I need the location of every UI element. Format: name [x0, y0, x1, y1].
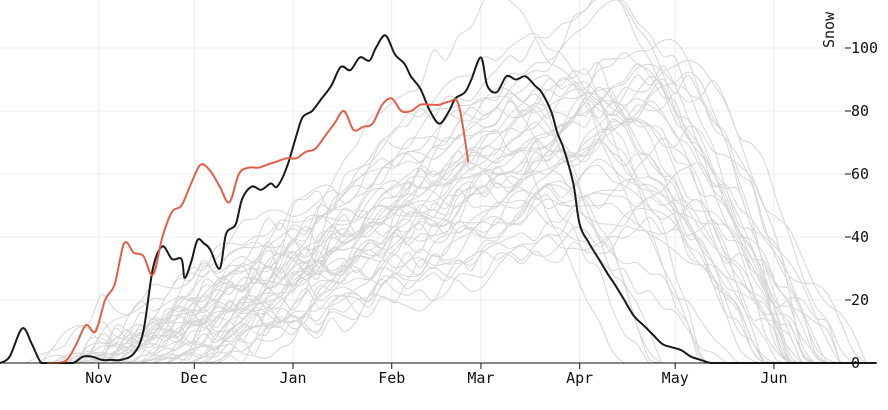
highlight-season-line — [0, 34, 877, 365]
historical-season-line — [0, 138, 867, 364]
x-tick-label: May — [662, 369, 689, 387]
y-tick-label: 100 — [851, 39, 878, 57]
historical-season-line — [0, 80, 867, 364]
x-tick-label: Mar — [467, 369, 494, 387]
y-tick-label: 0 — [851, 354, 860, 372]
historical-season-line — [0, 67, 867, 364]
historical-season-line — [0, 190, 867, 364]
highlight-series-group — [0, 34, 877, 365]
y-axis-ticks: 0 20 40 60 80 100 — [845, 39, 878, 372]
historical-season-line — [0, 92, 867, 364]
x-tick-label: Nov — [85, 369, 112, 387]
x-tick-label: Dec — [181, 369, 208, 387]
y-tick-label: 60 — [851, 165, 869, 183]
y-axis-title: Snow — [820, 11, 838, 48]
historical-season-line — [0, 198, 867, 364]
y-tick-label: 20 — [851, 291, 869, 309]
historical-season-line — [0, 52, 867, 364]
x-tick-label: Jan — [279, 369, 306, 387]
y-tick-label: 80 — [851, 102, 869, 120]
x-tick-label: Jun — [760, 369, 787, 387]
historical-season-line — [0, 65, 867, 364]
historical-season-line — [0, 0, 867, 364]
x-axis-ticks: Nov Dec Jan Feb Mar Apr May Jun — [85, 363, 788, 387]
historical-season-line — [0, 61, 867, 364]
historical-season-line — [0, 63, 867, 364]
x-tick-label: Apr — [566, 369, 593, 387]
y-tick-label: 40 — [851, 228, 869, 246]
historical-season-line — [0, 32, 867, 364]
current-season-line — [46, 97, 470, 365]
historical-season-line — [0, 186, 867, 364]
historical-season-line — [0, 38, 867, 364]
historical-season-line — [0, 63, 867, 364]
historical-season-line — [0, 100, 867, 364]
historical-season-line — [0, 180, 867, 364]
historical-series-group — [0, 0, 867, 364]
x-tick-label: Feb — [378, 369, 405, 387]
